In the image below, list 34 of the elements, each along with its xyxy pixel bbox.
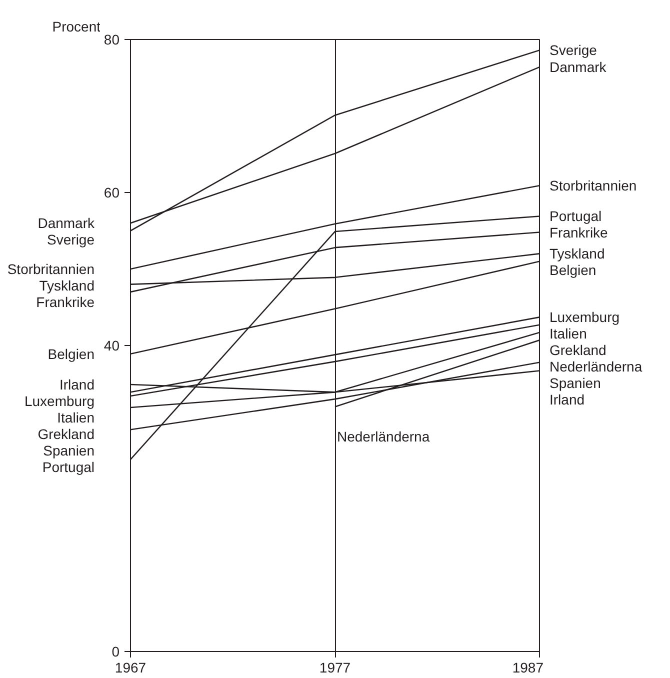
y-tick-label: 0 xyxy=(112,644,120,660)
text: Luxemburg xyxy=(24,393,95,410)
text: Storbritannien xyxy=(7,261,95,277)
series-label: Irland xyxy=(550,392,585,408)
text: Italien xyxy=(57,410,94,426)
series-label: Tyskland xyxy=(550,246,605,262)
x-tick-label: 1977 xyxy=(319,660,351,676)
series-label: Storbritannien xyxy=(550,178,637,194)
legend-label: Belgien xyxy=(48,346,94,362)
series-label: Frankrike xyxy=(550,224,608,241)
text: Grekland xyxy=(38,426,95,442)
series-label: Nederländerna xyxy=(550,358,642,375)
text: Frankrike xyxy=(36,294,95,310)
text: Belgien xyxy=(550,262,596,278)
series-label: Luxemburg xyxy=(550,309,620,326)
text: Spanien xyxy=(43,442,95,459)
series-label: Danmark xyxy=(550,59,608,76)
text: Danmark xyxy=(38,215,95,232)
text: Sverige xyxy=(47,232,94,248)
text: Nederländerna xyxy=(337,428,430,445)
series-label: Grekland xyxy=(550,342,606,358)
y-tick-label: 80 xyxy=(104,32,120,48)
text: Portugal xyxy=(42,459,95,476)
y-tick-label: 60 xyxy=(104,184,120,200)
y-tick-label: 40 xyxy=(104,338,120,354)
text: Tyskland xyxy=(39,278,94,294)
text: Irland xyxy=(59,376,95,393)
series-label: Spanien xyxy=(550,375,601,392)
x-tick-label: 1987 xyxy=(512,660,544,676)
y-axis-title: Procent xyxy=(52,18,101,34)
series-label: Portugal xyxy=(550,208,602,224)
series-label: Sverige xyxy=(550,42,598,58)
x-tick-label: 1967 xyxy=(114,660,146,676)
series-label: Italien xyxy=(550,326,587,342)
